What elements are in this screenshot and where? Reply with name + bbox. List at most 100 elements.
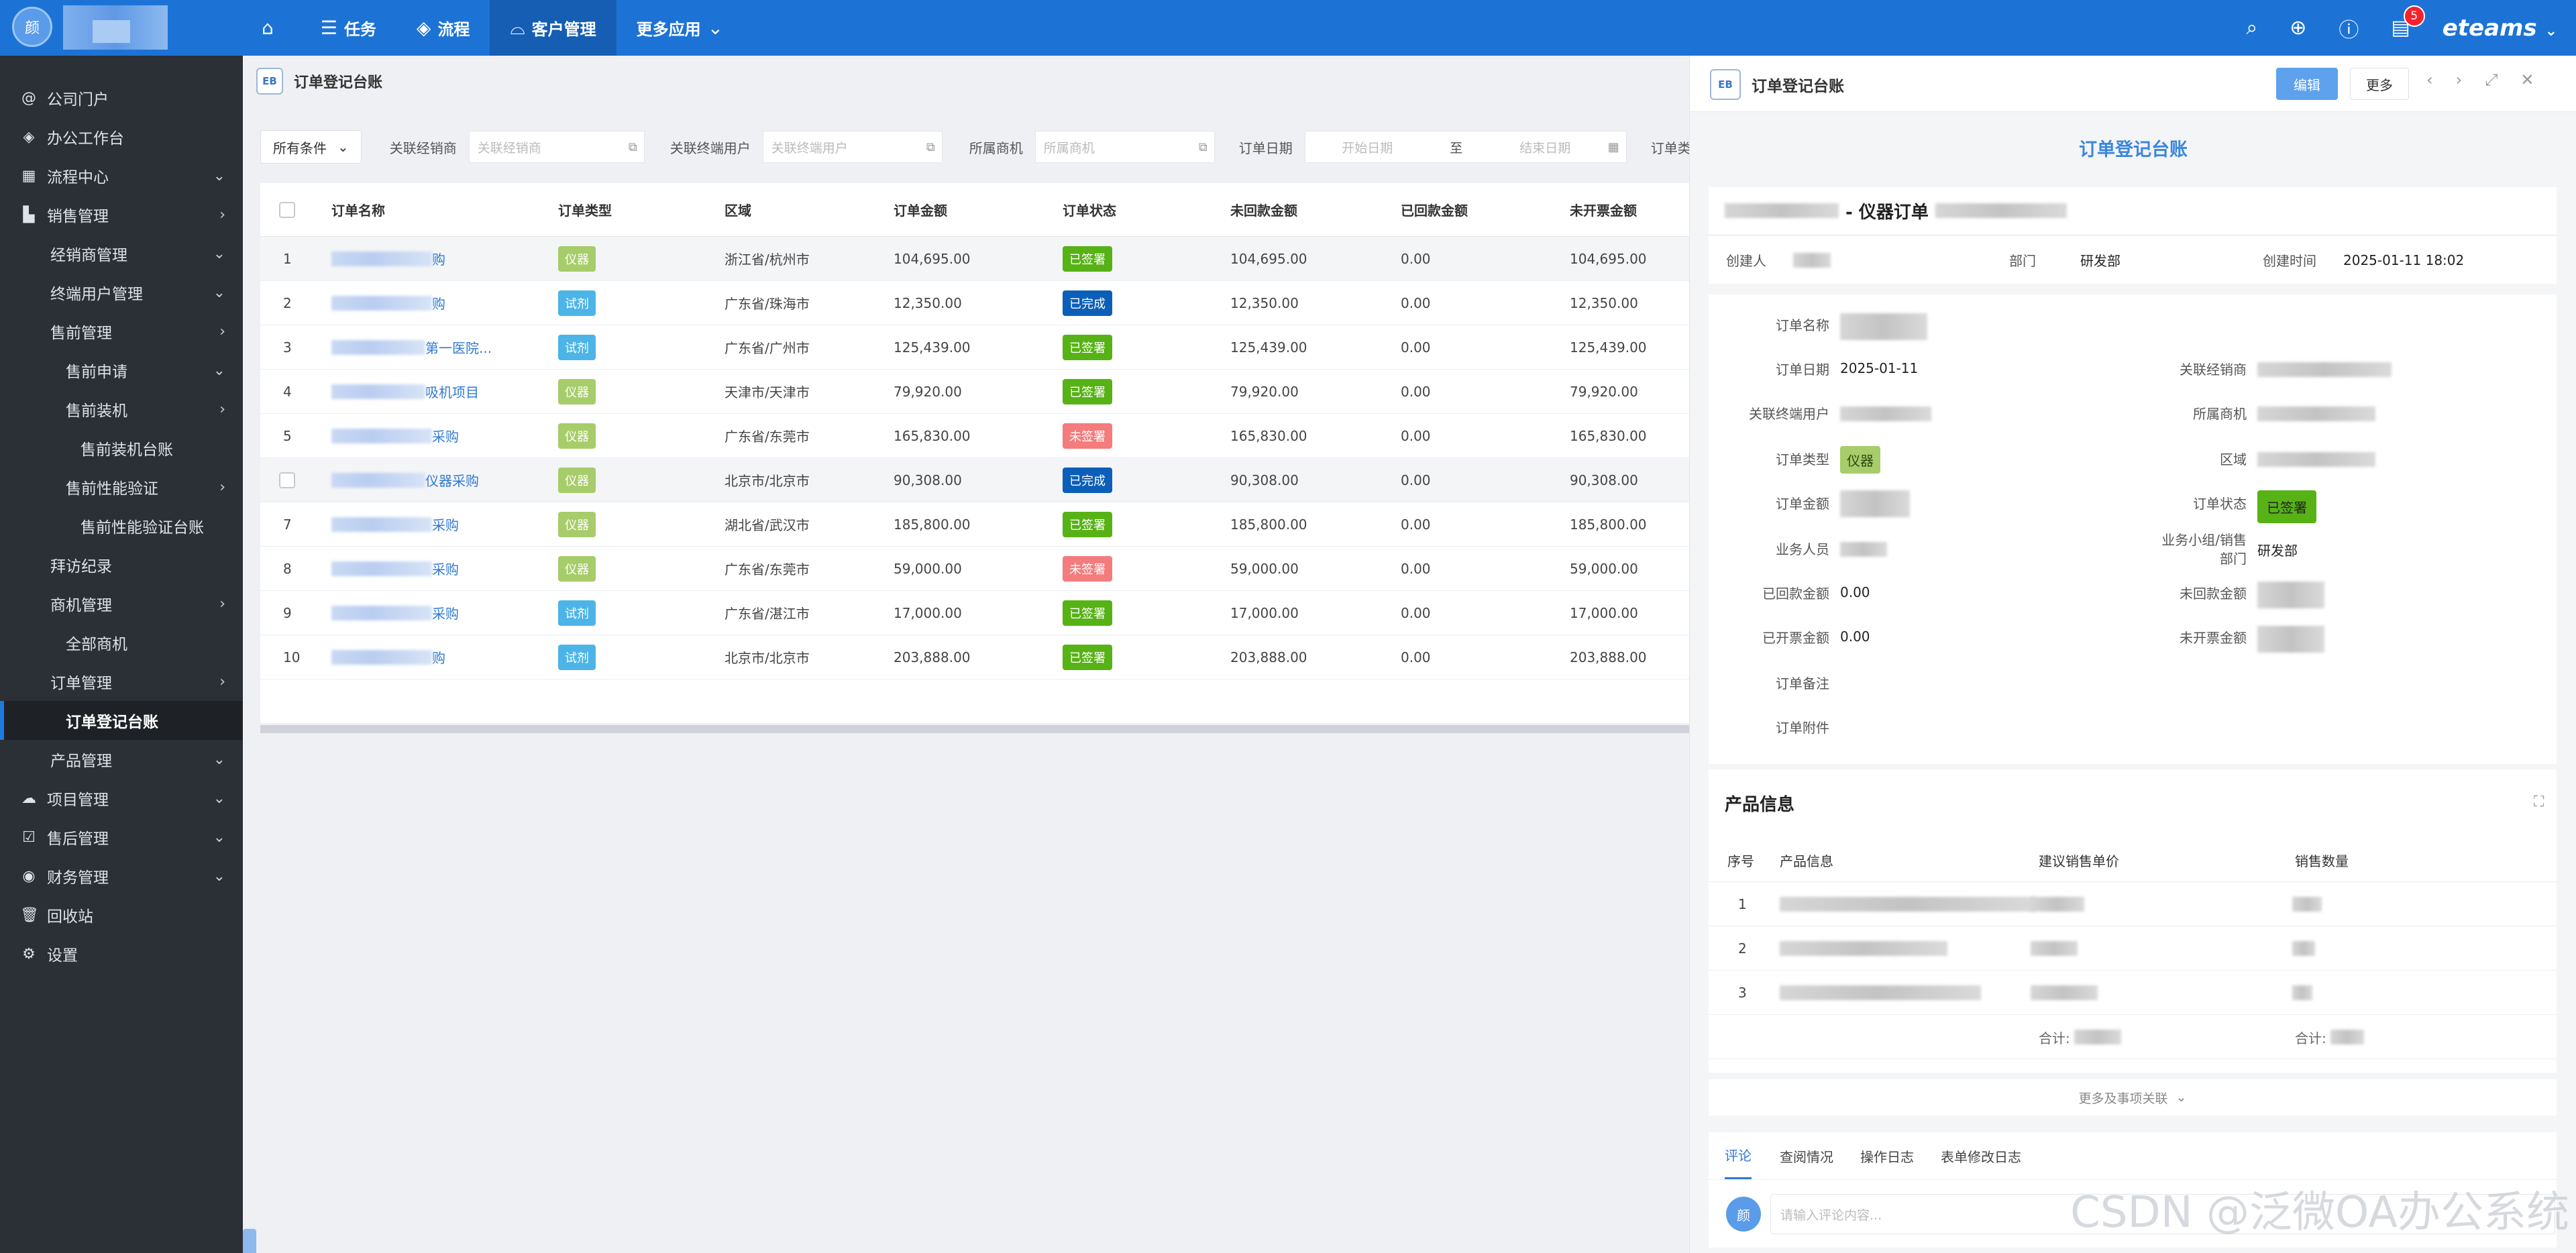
product-total-row: 合计: 合计:: [1709, 1015, 2557, 1059]
sidebar-item-8[interactable]: 售前装机 ›: [0, 390, 243, 429]
column-header[interactable]: 订单状态: [1063, 203, 1116, 219]
select-all-checkbox[interactable]: [279, 201, 295, 218]
nav-item-2[interactable]: ◈ 流程: [396, 0, 490, 56]
user-avatar[interactable]: 颜: [12, 7, 52, 47]
sidebar-item-17[interactable]: 产品管理 ⌄: [0, 740, 243, 779]
sidebar-item-1[interactable]: ◈ 办公工作台: [0, 117, 243, 156]
sidebar-item-3[interactable]: ▙ 销售管理 ›: [0, 195, 243, 234]
table-row[interactable]: 8 采购 仪器 广东省/东莞市 59,000.00 未签署 59,000.00 0.00 59,…: [260, 547, 1692, 591]
order-status-tag: 已签署: [1063, 600, 1112, 626]
table-row[interactable]: 4 吸机项目 仪器 天津市/天津市 79,920.00 已签署 79,920.00 0.00 7…: [260, 370, 1692, 414]
product-table-header: 序号 产品信息 建议销售单价 销售数量: [1709, 838, 2557, 882]
add-circle-icon[interactable]: ⊕: [2290, 16, 2307, 40]
expand-icon[interactable]: ⤢: [2485, 70, 2498, 89]
sidebar-item-12[interactable]: 拜访纪录: [0, 545, 243, 584]
column-header[interactable]: 已回款金额: [1401, 203, 1468, 219]
order-name-link[interactable]: 采购: [331, 547, 459, 590]
column-header[interactable]: 订单金额: [894, 203, 947, 219]
dealer-input[interactable]: 关联经销商 ⧉: [468, 131, 645, 163]
column-header[interactable]: 未回款金额: [1230, 203, 1297, 219]
column-header[interactable]: 区域: [724, 203, 751, 219]
row-number: 4: [283, 383, 292, 400]
column-header[interactable]: 订单名称: [331, 203, 385, 219]
order-name-link[interactable]: 采购: [331, 591, 459, 635]
more-button[interactable]: 更多: [2350, 68, 2409, 100]
sidebar-item-0[interactable]: @ 公司门户: [0, 78, 243, 117]
sidebar-item-22[interactable]: ⚙ 设置: [0, 934, 243, 973]
column-header[interactable]: 订单类型: [558, 203, 612, 219]
order-name-link[interactable]: 购: [331, 281, 445, 325]
help-icon[interactable]: ⓘ: [2339, 18, 2359, 42]
sidebar-item-7[interactable]: 售前申请 ⌄: [0, 351, 243, 390]
previous-icon[interactable]: ‹: [2426, 70, 2433, 89]
nav-label: 客户管理: [531, 20, 596, 39]
product-row: 2: [1709, 926, 2557, 971]
amount-cell: 59,000.00: [894, 560, 962, 577]
order-name-link[interactable]: 采购: [331, 502, 459, 546]
table-row[interactable]: 1 购 仪器 浙江省/杭州市 104,695.00 已签署 104,695.00 0.00 10…: [260, 237, 1692, 281]
sidebar-item-10[interactable]: 售前性能验证 ›: [0, 468, 243, 506]
bottom-handle[interactable]: [243, 1229, 256, 1253]
sidebar-item-11[interactable]: 售前性能验证台账: [0, 506, 243, 545]
tab-views[interactable]: 查阅情况: [1780, 1148, 1833, 1165]
region-cell: 广东省/珠海市: [724, 296, 810, 312]
next-icon[interactable]: ›: [2455, 70, 2463, 89]
table-row[interactable]: 5 采购 仪器 广东省/东莞市 165,830.00 未签署 165,830.00 0.00 1…: [260, 414, 1692, 458]
enduser-label: 关联终端用户: [1749, 406, 1829, 422]
tab-operation-log[interactable]: 操作日志: [1860, 1148, 1914, 1165]
comment-input[interactable]: 请输入评论内容...: [1770, 1194, 2555, 1234]
sidebar-item-21[interactable]: 🗑 回收站: [0, 895, 243, 934]
sidebar-item-4[interactable]: 经销商管理 ⌄: [0, 234, 243, 273]
sidebar-item-5[interactable]: 终端用户管理 ⌄: [0, 273, 243, 312]
order-name-link[interactable]: 吸机项目: [331, 370, 479, 413]
order-name-link[interactable]: 购: [331, 635, 445, 679]
row-checkbox[interactable]: [279, 472, 295, 488]
table-row[interactable]: 9 采购 试剂 广东省/湛江市 17,000.00 已签署 17,000.00 0.00 17,…: [260, 591, 1692, 635]
table-row[interactable]: 10 购 试剂 北京市/北京市 203,888.00 已签署 203,888.00 0.00 2…: [260, 635, 1692, 679]
paid-cell: 0.00: [1401, 516, 1431, 533]
table-row[interactable]: 仪器采购 仪器 北京市/北京市 90,308.00 已完成 90,308.00 0.00 90…: [260, 458, 1692, 502]
table-row[interactable]: 2 购 试剂 广东省/珠海市 12,350.00 已完成 12,350.00 0.00 12,3…: [260, 281, 1692, 325]
table-row[interactable]: 7 采购 仪器 湖北省/武汉市 185,800.00 已签署 185,800.00 0.00 1…: [260, 502, 1692, 547]
sidebar-item-15[interactable]: 订单管理 ›: [0, 662, 243, 701]
enduser-input[interactable]: 关联终端用户 ⧉: [762, 131, 943, 163]
order-name-link[interactable]: 第一医院...: [331, 325, 492, 369]
nav-item-3[interactable]: ⌓ 客户管理: [490, 0, 616, 56]
unpaid-cell: 185,800.00: [1230, 516, 1307, 533]
row-number: 3: [283, 339, 292, 356]
table-row[interactable]: 3 第一医院... 试剂 广东省/广州市 125,439.00 已签署 125,439.00…: [260, 325, 1692, 370]
more-relations-toggle[interactable]: 更多及事项关联 ⌄: [1709, 1079, 2557, 1115]
sidebar-item-20[interactable]: ◉ 财务管理 ⌄: [0, 857, 243, 895]
close-icon[interactable]: ✕: [2520, 70, 2534, 89]
sidebar-item-14[interactable]: 全部商机: [0, 623, 243, 662]
tab-form-log[interactable]: 表单修改日志: [1941, 1148, 2021, 1165]
notification-icon[interactable]: ▤ 5: [2391, 5, 2425, 40]
paid-cell: 0.00: [1401, 472, 1431, 488]
fullscreen-icon[interactable]: ⛶: [2534, 794, 2544, 810]
order-name-link[interactable]: 购: [331, 237, 445, 280]
horizontal-scrollbar[interactable]: [260, 725, 1692, 733]
sidebar-item-9[interactable]: 售前装机台账: [0, 429, 243, 468]
date-range-input[interactable]: 开始日期至结束日期 ▦: [1304, 131, 1627, 163]
dealer-label: 关联经销商: [2180, 362, 2247, 378]
sidebar-item-16[interactable]: 订单登记台账: [0, 701, 243, 740]
all-conditions-button[interactable]: 所有条件 ⌄: [260, 130, 362, 164]
order-name-link[interactable]: 采购: [331, 414, 459, 457]
opportunity-input[interactable]: 所属商机 ⧉: [1034, 131, 1215, 163]
created-label: 创建时间: [2263, 253, 2316, 269]
edit-button[interactable]: 编辑: [2276, 68, 2338, 100]
nav-item-4[interactable]: 更多应用 ⌄: [616, 0, 743, 56]
tab-comments[interactable]: 评论: [1725, 1132, 1752, 1179]
search-icon[interactable]: ⌕: [2246, 16, 2258, 40]
sidebar-item-2[interactable]: ▦ 流程中心 ⌄: [0, 156, 243, 195]
column-header[interactable]: 未开票金额: [1570, 203, 1637, 219]
sidebar-item-13[interactable]: 商机管理 ›: [0, 584, 243, 623]
sidebar-item-6[interactable]: 售前管理 ›: [0, 312, 243, 351]
invoiced-value: 0.00: [1840, 629, 1870, 645]
order-name-link[interactable]: 仪器采购: [331, 458, 479, 502]
nav-item-1[interactable]: ☰ 任务: [301, 0, 396, 56]
sidebar-item-19[interactable]: ☑ 售后管理 ⌄: [0, 818, 243, 857]
eteams-logo[interactable]: eteams ⌄: [2442, 14, 2557, 42]
nav-item-0[interactable]: ⌂: [241, 0, 301, 56]
sidebar-item-18[interactable]: ☁ 项目管理 ⌄: [0, 779, 243, 818]
